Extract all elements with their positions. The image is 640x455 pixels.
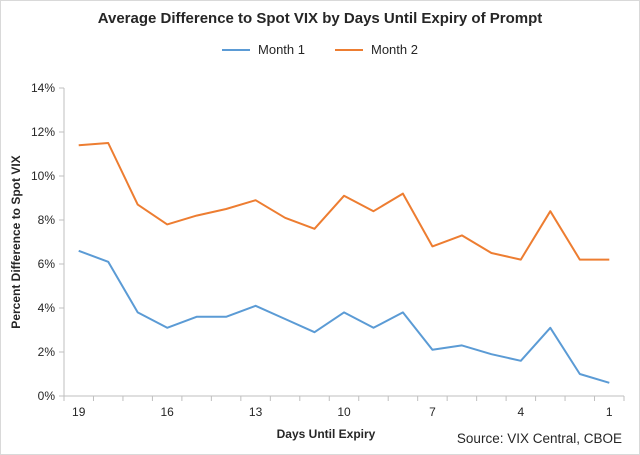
y-tick-label: 0%	[38, 389, 56, 403]
series-line-month-2	[78, 142, 610, 261]
y-axis-title: Percent Difference to Spot VIX	[9, 155, 23, 328]
y-tick-label: 2%	[38, 345, 56, 359]
legend-item-month-2: Month 2	[335, 42, 418, 57]
x-tick-label: 4	[517, 405, 524, 419]
legend-swatch-month-1	[222, 48, 251, 51]
y-tick-label: 6%	[38, 257, 56, 271]
legend-item-month-1: Month 1	[222, 42, 305, 57]
legend-swatch-month-2	[335, 48, 363, 51]
legend-label-month-1: Month 1	[258, 42, 305, 57]
x-tick-label: 7	[429, 405, 436, 419]
series-line-month-1	[78, 249, 610, 384]
y-tick-label: 4%	[38, 301, 56, 315]
chart-title: Average Difference to Spot VIX by Days U…	[97, 10, 543, 27]
x-tick-label: 13	[249, 405, 263, 419]
legend-label-month-2: Month 2	[371, 42, 418, 57]
y-tick-label: 14%	[31, 81, 55, 95]
x-tick-label: 10	[337, 405, 351, 419]
y-tick-label: 8%	[38, 213, 56, 227]
x-tick-label: 16	[160, 405, 174, 419]
y-tick-label: 12%	[31, 125, 55, 139]
x-tick-label: 19	[72, 405, 86, 419]
source-note: Source: VIX Central, CBOE	[456, 431, 622, 446]
y-tick-label: 10%	[31, 169, 55, 183]
x-axis-title: Days Until Expiry	[277, 427, 376, 441]
x-tick-label: 1	[606, 405, 613, 419]
legend: Month 1 Month 2	[0, 42, 640, 57]
